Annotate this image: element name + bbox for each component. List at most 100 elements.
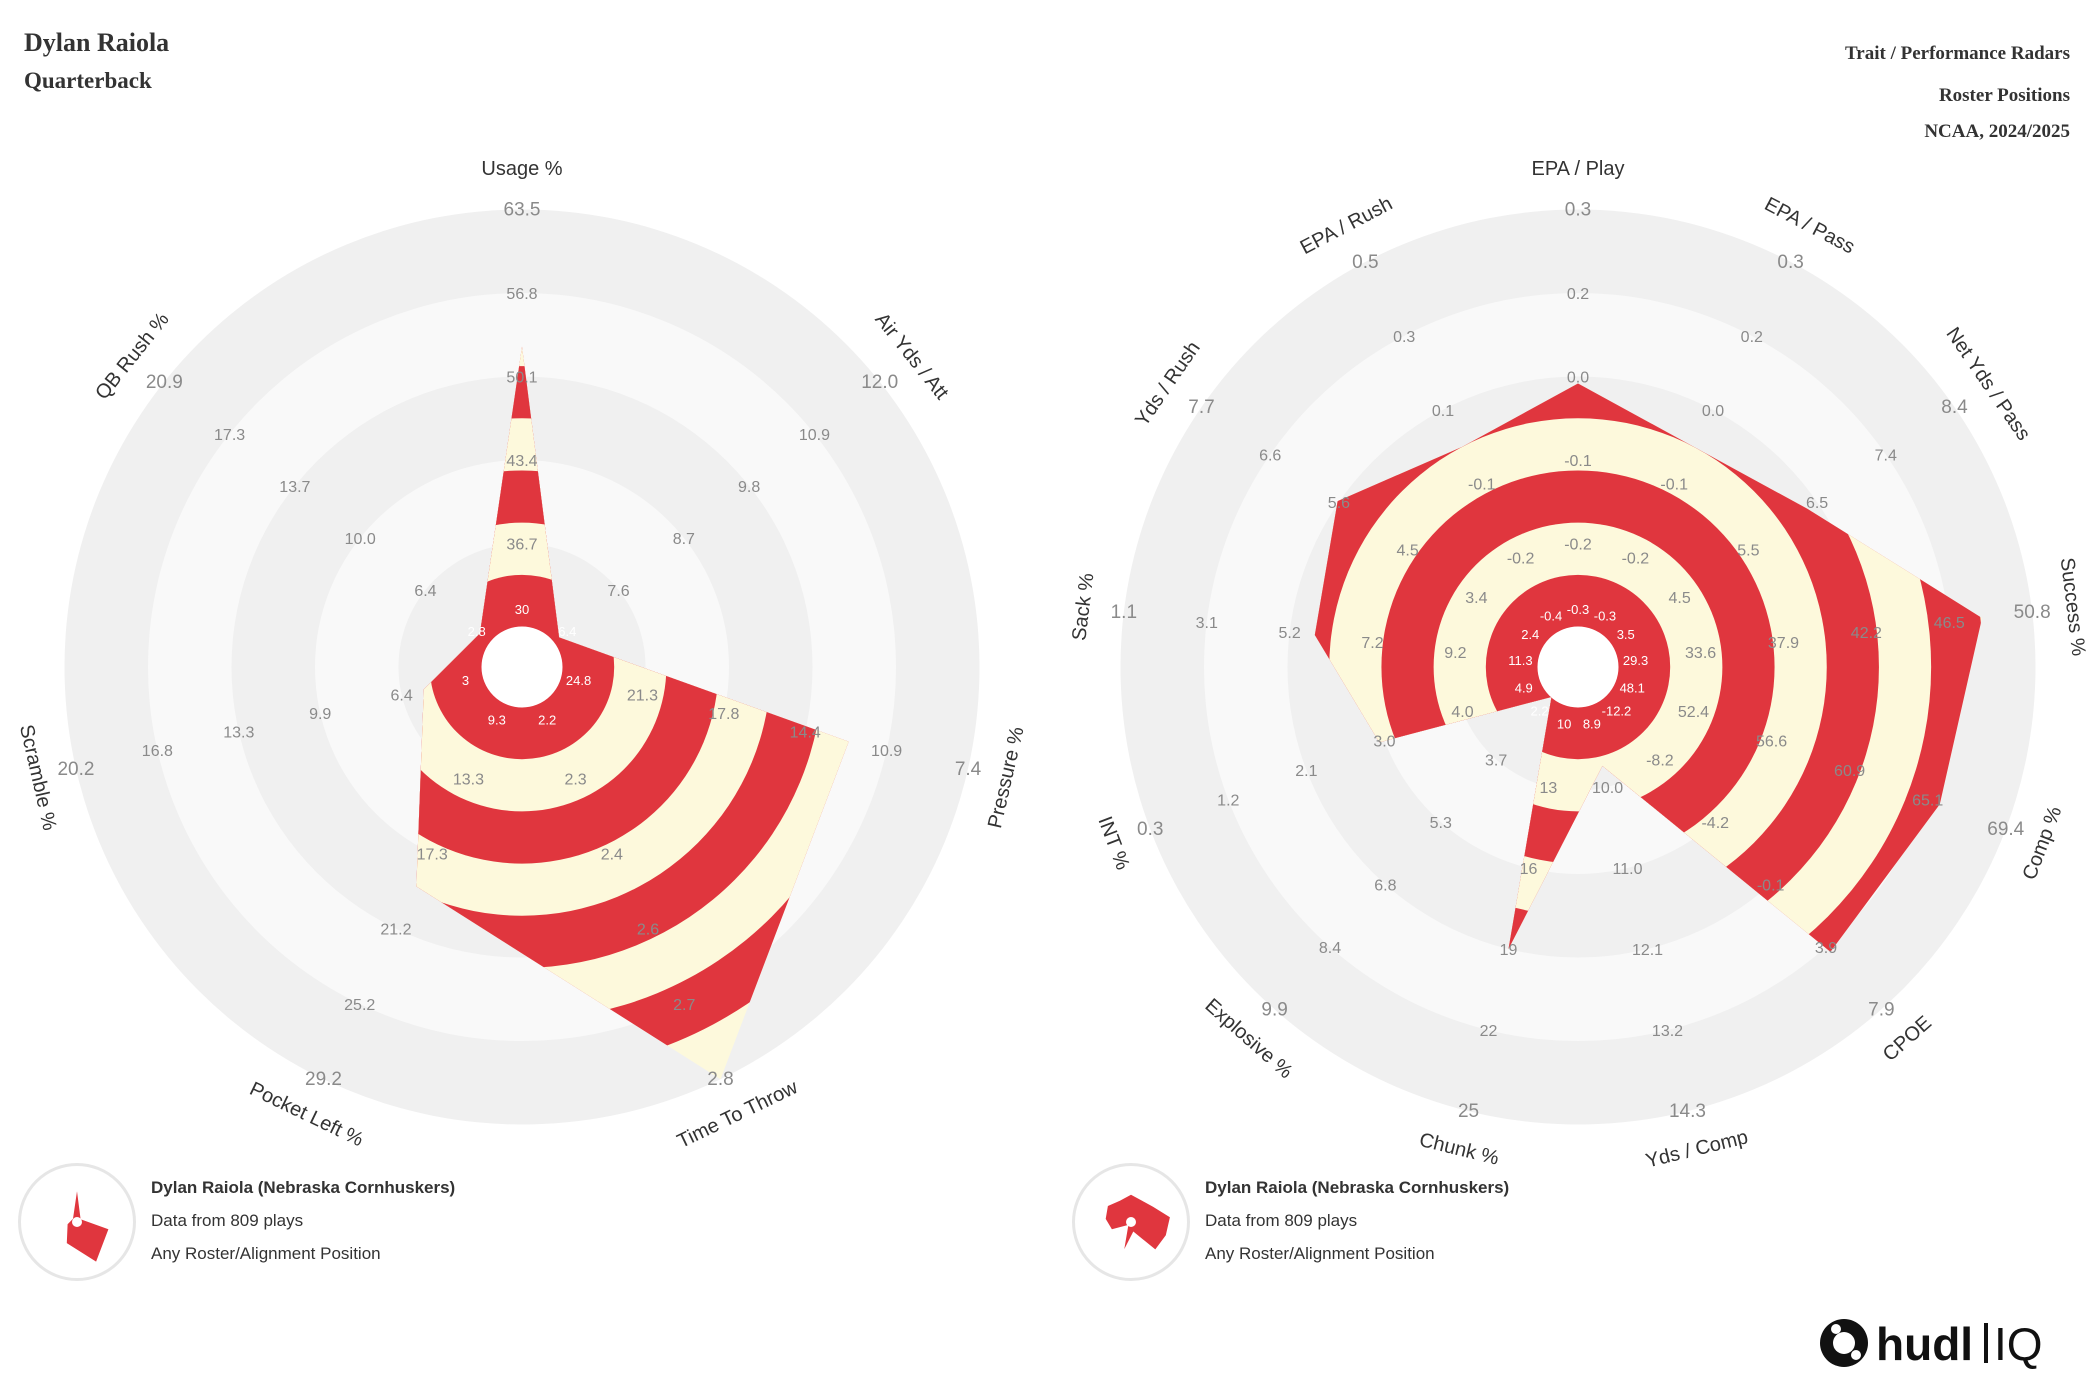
legend-left-plays: Data from 809 plays bbox=[151, 1211, 304, 1230]
radar-tick-label: 8.4 bbox=[1941, 397, 1968, 418]
legend-right-badge bbox=[1072, 1163, 1190, 1281]
radar-tick-label: 6.8 bbox=[1374, 877, 1396, 894]
radar-tick-label: 65.1 bbox=[1912, 793, 1943, 810]
legend-left-position: Any Roster/Alignment Position bbox=[151, 1244, 381, 1263]
radar-tick-label: 3.1 bbox=[1196, 615, 1218, 632]
radar-tick-label: 10.0 bbox=[345, 531, 376, 548]
legend-left-shape-icon bbox=[66, 1191, 109, 1262]
logo-text: hudl bbox=[1876, 1318, 1973, 1370]
report-header: Trait / Performance Radars Roster Positi… bbox=[1845, 36, 2070, 150]
radar-tick-label: 63.5 bbox=[504, 200, 541, 221]
radar-tick-label: 13.3 bbox=[453, 771, 484, 788]
radar-tick-label: 2.2 bbox=[1530, 703, 1548, 718]
radar-tick-label: -0.3 bbox=[1594, 609, 1616, 624]
radar-tick-label: 2.7 bbox=[673, 997, 695, 1014]
radar-axis-label: EPA / Pass bbox=[1761, 193, 1859, 258]
badge-shape bbox=[1105, 1194, 1170, 1250]
radar-tick-label: 7.9 bbox=[1868, 999, 1894, 1020]
radar-tick-label: 0.3 bbox=[1393, 329, 1415, 346]
radar-tick-label: 22 bbox=[1480, 1023, 1498, 1040]
radar-tick-label: 20.2 bbox=[57, 759, 94, 780]
radar-tick-label: 56.8 bbox=[506, 286, 537, 303]
radar-tick-label: 2.4 bbox=[1521, 627, 1539, 642]
radar-tick-label: 4.5 bbox=[1397, 542, 1419, 559]
radar-tick-label: 13.2 bbox=[1652, 1023, 1683, 1040]
radar-tick-label: 16 bbox=[1520, 861, 1538, 878]
radar-tick-label: 3 bbox=[462, 673, 469, 688]
radar-tick-label: 8.7 bbox=[673, 531, 695, 548]
radar-tick-label: 6.6 bbox=[1259, 448, 1281, 465]
radar-tick-label: 10 bbox=[1557, 716, 1571, 731]
radar-tick-label: 7.6 bbox=[607, 583, 629, 600]
radar-axis-label: Usage % bbox=[481, 158, 562, 180]
radar-tick-label: 9.3 bbox=[488, 712, 506, 727]
radar-tick-label: 9.2 bbox=[1444, 645, 1466, 662]
radar-tick-label: 25 bbox=[1458, 1101, 1479, 1122]
radar-tick-label: 36.7 bbox=[506, 537, 537, 554]
radar-tick-label: 0.3 bbox=[1777, 252, 1803, 273]
radar-tick-label: 2.2 bbox=[538, 712, 556, 727]
radar-tick-label: 2.6 bbox=[637, 922, 659, 939]
radar-tick-label: 21.3 bbox=[627, 687, 658, 704]
radar-tick-label: 5.5 bbox=[1737, 542, 1759, 559]
radar-tick-label: 9.9 bbox=[1261, 999, 1287, 1020]
radar-tick-label: 4.9 bbox=[1515, 681, 1533, 696]
radar-tick-label: 17.3 bbox=[417, 847, 448, 864]
radar-tick-label: -12.2 bbox=[1602, 703, 1632, 718]
radar-tick-label: 7.2 bbox=[1361, 635, 1383, 652]
radar-tick-label: 30 bbox=[515, 602, 529, 617]
radar-tick-label: 13.7 bbox=[279, 479, 310, 496]
radar-tick-label: 0.2 bbox=[1567, 286, 1589, 303]
radar-tick-label: -0.1 bbox=[1468, 477, 1496, 494]
hudl-logo-icon: hudl IQ bbox=[1820, 1318, 2043, 1370]
radar-tick-label: 7.4 bbox=[955, 759, 982, 780]
logo-suffix: IQ bbox=[1994, 1318, 2043, 1370]
radar-axis-label: INT % bbox=[1093, 813, 1133, 873]
radar-tick-label: 11.0 bbox=[1613, 861, 1643, 878]
radar-tick-label: 29.3 bbox=[1623, 653, 1648, 668]
radar-tick-label: 0.3 bbox=[1565, 200, 1591, 221]
radar-tick-label: -4.2 bbox=[1701, 815, 1729, 832]
radar-tick-label: 50.8 bbox=[2014, 602, 2051, 623]
radar-tick-label: 43.4 bbox=[506, 453, 537, 470]
radar-tick-label: 69.4 bbox=[1987, 819, 2024, 840]
radar-tick-label: 0.0 bbox=[1567, 370, 1589, 387]
legend-right-position: Any Roster/Alignment Position bbox=[1205, 1244, 1435, 1263]
radar-tick-label: -0.1 bbox=[1564, 453, 1592, 470]
radar-tick-label: 56.6 bbox=[1756, 733, 1787, 750]
radar-chart-2: -0.3 -0.2 -0.1 0.0 0.2 0.3 EPA / Play -0.3 -0.2 -… bbox=[1068, 158, 2089, 1173]
radar-tick-label: 42.2 bbox=[1851, 625, 1882, 642]
radar-tick-label: 12.1 bbox=[1632, 942, 1663, 959]
radar-tick-label: 6.4 bbox=[390, 687, 412, 704]
radar-tick-label: 14.4 bbox=[790, 725, 821, 742]
radar-tick-label: 50.1 bbox=[506, 370, 537, 387]
player-name: Dylan Raiola bbox=[24, 28, 170, 57]
radar-tick-label: 37.9 bbox=[1768, 635, 1799, 652]
radar-axis-label: Sack % bbox=[1068, 572, 1098, 642]
radar-tick-label: 0.2 bbox=[1741, 329, 1763, 346]
hudl-iq-logo: hudl IQ bbox=[1816, 1315, 2066, 1371]
player-header: Dylan Raiola Quarterback bbox=[24, 28, 169, 94]
radar-tick-label: 3.7 bbox=[1485, 752, 1507, 769]
radar-tick-label: 5.6 bbox=[1328, 495, 1350, 512]
radar-tick-label: 14.3 bbox=[1669, 1101, 1706, 1122]
radar-tick-label: 2.3 bbox=[564, 771, 586, 788]
radar-tick-label: 3.5 bbox=[1617, 627, 1635, 642]
radar-tick-label: 3.9 bbox=[1815, 940, 1837, 957]
radar-tick-label: 29.2 bbox=[305, 1069, 342, 1090]
radar-axis-label: Chunk % bbox=[1417, 1129, 1501, 1170]
radar-tick-label: 7.4 bbox=[1875, 448, 1897, 465]
radar-tick-label: 21.2 bbox=[380, 922, 411, 939]
radar-tick-label: 3.4 bbox=[1465, 590, 1487, 607]
radar-tick-label: 0.5 bbox=[1352, 252, 1378, 273]
radar-chart-1: 30 36.7 43.4 50.1 56.8 63.5 Usage % 6.4 7.6 8.7 9.… bbox=[15, 158, 1029, 1153]
radar-tick-label: 9.9 bbox=[309, 706, 331, 723]
radar-axis-label: Scramble % bbox=[15, 723, 61, 833]
legend-right-shape-icon bbox=[1105, 1194, 1170, 1250]
radar-axis-label: Comp % bbox=[2019, 803, 2067, 883]
report-title: Trait / Performance Radars bbox=[1845, 43, 2070, 64]
radar-tick-label: 8.9 bbox=[1583, 716, 1601, 731]
radar-tick-label: 1.1 bbox=[1111, 602, 1137, 623]
radar-tick-label: -0.4 bbox=[1540, 609, 1562, 624]
